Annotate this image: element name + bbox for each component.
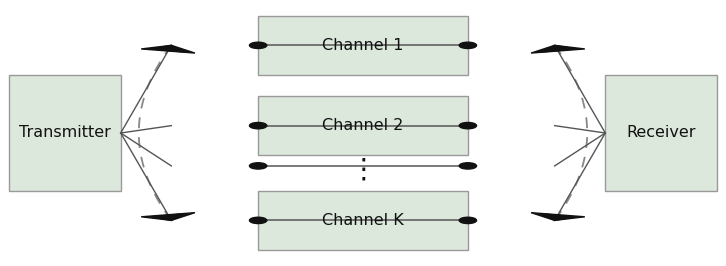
Circle shape (250, 217, 267, 223)
Polygon shape (542, 214, 574, 221)
Polygon shape (152, 45, 184, 52)
Circle shape (459, 122, 476, 129)
Text: Channel K: Channel K (322, 213, 404, 228)
FancyBboxPatch shape (258, 96, 468, 155)
Circle shape (250, 122, 267, 129)
Polygon shape (141, 213, 195, 221)
Circle shape (459, 217, 476, 223)
Circle shape (250, 163, 267, 169)
Text: Transmitter: Transmitter (19, 126, 110, 140)
Text: ⋮: ⋮ (349, 156, 377, 184)
FancyBboxPatch shape (258, 16, 468, 75)
FancyBboxPatch shape (605, 75, 717, 191)
Text: Channel 2: Channel 2 (322, 118, 404, 133)
Text: Receiver: Receiver (627, 126, 696, 140)
Circle shape (459, 42, 476, 48)
Polygon shape (542, 45, 574, 52)
FancyBboxPatch shape (258, 191, 468, 250)
Polygon shape (531, 45, 585, 53)
Polygon shape (141, 45, 195, 53)
Circle shape (250, 42, 267, 48)
FancyBboxPatch shape (9, 75, 121, 191)
Text: Channel 1: Channel 1 (322, 38, 404, 53)
Circle shape (459, 163, 476, 169)
Polygon shape (531, 213, 585, 221)
Polygon shape (152, 214, 184, 221)
